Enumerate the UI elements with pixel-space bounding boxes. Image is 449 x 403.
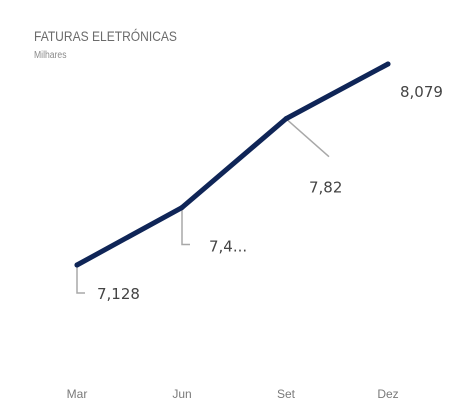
data-label-leader — [76, 265, 85, 294]
chart-subtitle: Milhares — [34, 50, 67, 61]
data-label: 8,079 — [400, 83, 443, 101]
data-label-leader — [285, 118, 330, 158]
data-point[interactable] — [179, 205, 185, 211]
x-tick-label: Dez — [377, 387, 398, 401]
data-label: 7,4... — [209, 238, 247, 256]
data-point[interactable] — [385, 61, 391, 67]
chart-title: FATURAS ELETRÓNICAS — [34, 28, 177, 44]
x-tick-label: Mar — [67, 387, 88, 401]
data-point[interactable] — [283, 116, 289, 122]
data-label: 7,82 — [309, 179, 342, 197]
data-label: 7,128 — [97, 285, 140, 303]
x-tick-label: Set — [277, 387, 296, 401]
data-label-leader — [181, 207, 190, 246]
x-tick-label: Jun — [172, 387, 191, 401]
series-line — [74, 61, 391, 268]
data-point[interactable] — [74, 262, 80, 268]
